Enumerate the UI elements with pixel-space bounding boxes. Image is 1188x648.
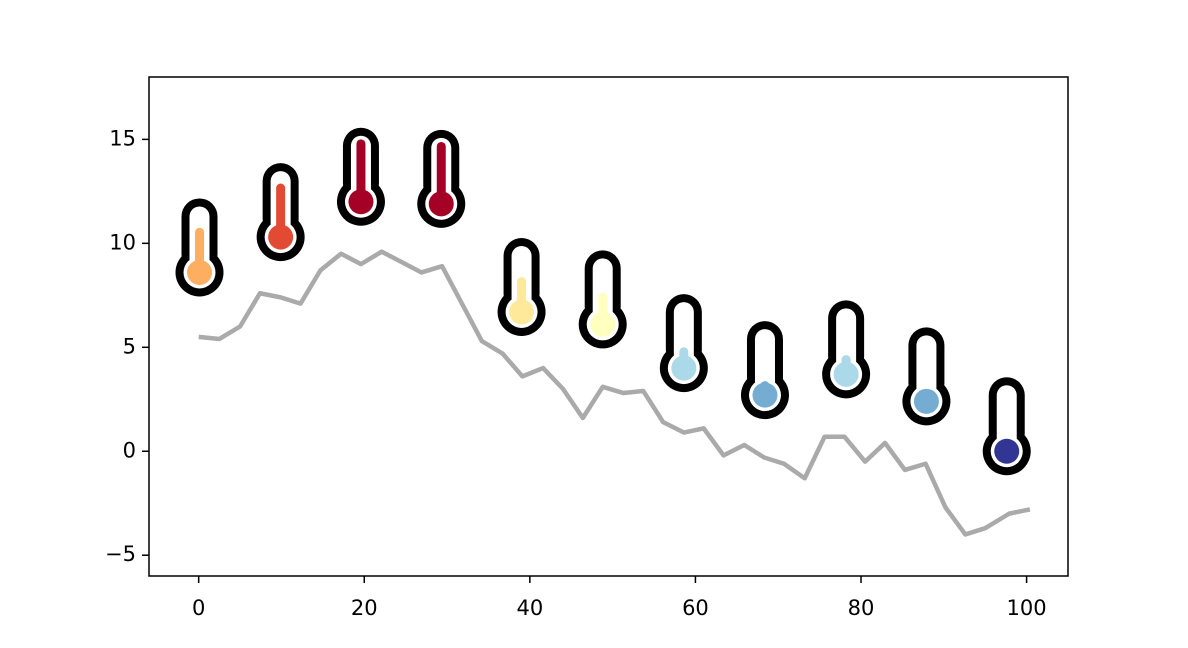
thermometer	[659, 294, 708, 393]
thermometer	[578, 250, 627, 349]
thermometer	[497, 237, 546, 336]
thermometer	[256, 163, 305, 262]
y-tick-label: 15	[109, 126, 136, 150]
thermometer	[822, 300, 871, 399]
thermometer	[175, 198, 224, 297]
thermometer	[902, 327, 951, 426]
x-tick-label: 100	[1007, 596, 1047, 620]
thermometer-glass	[836, 308, 857, 375]
y-tick-label: 0	[123, 438, 136, 462]
y-tick-label: −5	[105, 542, 136, 566]
thermometer-fill	[428, 191, 454, 217]
thermometer-fill	[187, 259, 213, 285]
thermometer-glass	[916, 335, 937, 402]
thermometer-fill	[913, 388, 939, 414]
thermometer-fill	[590, 311, 616, 337]
x-tick-label: 40	[516, 596, 543, 620]
y-tick-label: 5	[123, 334, 136, 358]
thermometer-fill	[752, 382, 778, 408]
thermometer-fill	[268, 224, 294, 250]
plot-frame	[148, 76, 1069, 577]
thermometer-glass	[754, 329, 775, 396]
x-tick-label: 60	[682, 596, 709, 620]
thermometer-fill	[833, 361, 859, 387]
thermometer	[417, 129, 466, 228]
thermometer-fill	[994, 438, 1020, 464]
line	[198, 249, 1031, 537]
thermometer-glass	[592, 258, 613, 325]
thermometer-fill	[348, 189, 374, 215]
thermometer	[740, 321, 789, 420]
y-tick-label: 10	[109, 230, 136, 254]
thermometer	[336, 127, 385, 226]
thermometer-fill	[671, 355, 697, 381]
thermometer-fill	[509, 299, 535, 325]
thermometer-fill	[356, 139, 366, 202]
thermometer-glass	[996, 385, 1017, 452]
thermometer-glass	[673, 302, 694, 369]
x-tick-label: 80	[848, 596, 875, 620]
x-tick-label: 20	[351, 596, 378, 620]
thermometer-fill	[276, 183, 286, 238]
thermometer	[982, 377, 1031, 476]
thermometer-fill	[436, 141, 446, 204]
x-tick-label: 0	[192, 596, 205, 620]
